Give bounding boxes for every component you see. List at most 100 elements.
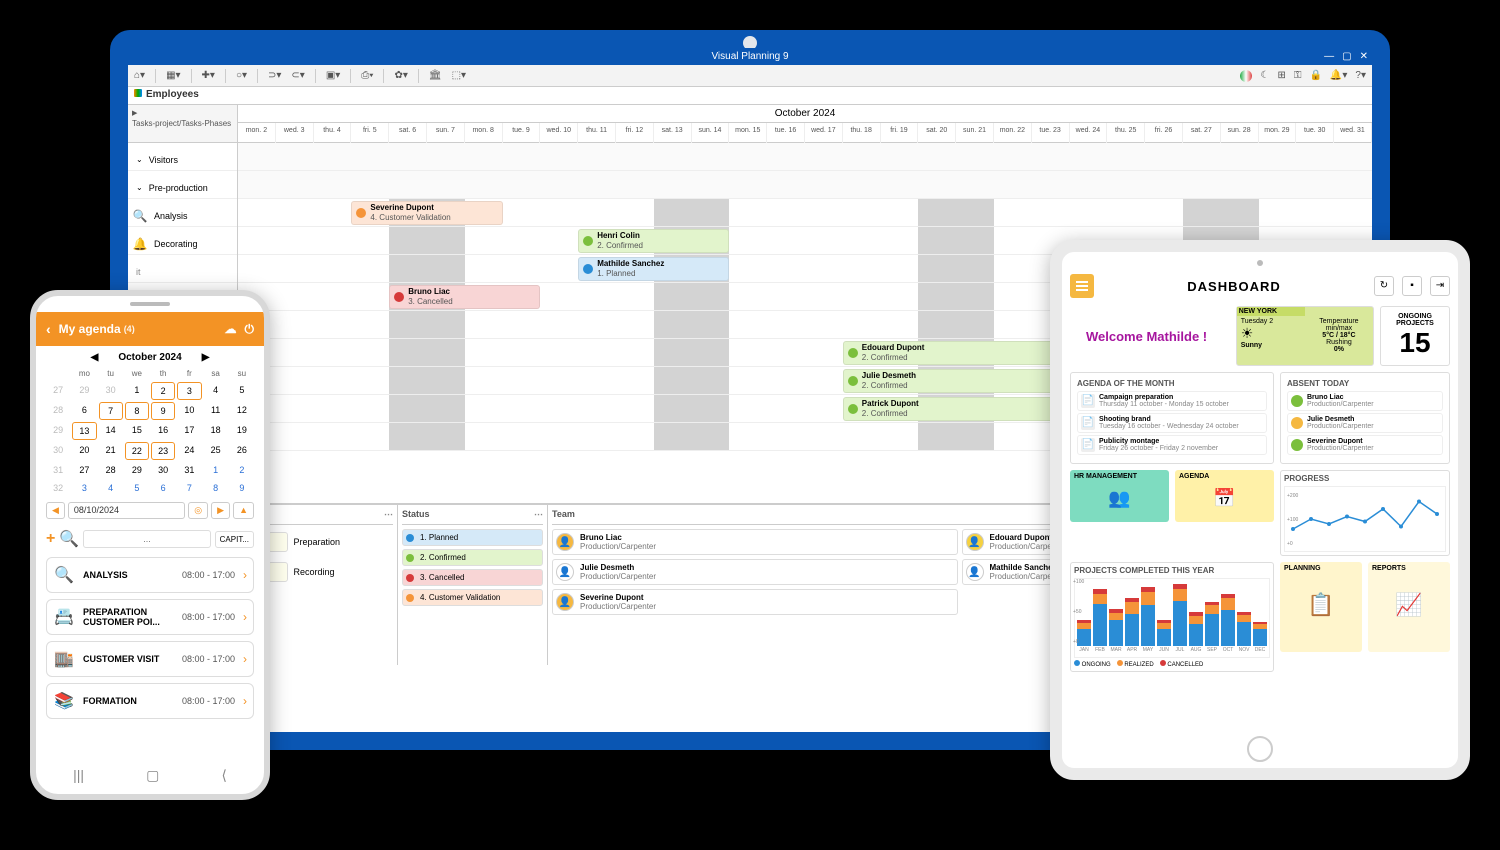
maximize-icon[interactable]: ▢	[1342, 48, 1351, 65]
power-icon[interactable]: ⏻	[245, 322, 255, 337]
calendar-day[interactable]: 22	[125, 442, 149, 460]
flag-icon[interactable]	[1240, 70, 1252, 82]
calendar-day[interactable]: 21	[99, 442, 123, 460]
filter-chip[interactable]: CAPIT...	[215, 531, 254, 548]
absent-mini-item[interactable]: Severine DupontProduction/Carpenter	[1287, 435, 1443, 455]
agenda-item[interactable]: 🏬CUSTOMER VISIT08:00 - 17:00›	[46, 641, 254, 677]
help-icon[interactable]: ?▾	[1355, 70, 1366, 81]
team-member[interactable]: 👤Severine DupontProduction/Carpenter	[552, 589, 958, 615]
calendar-day[interactable]: 5	[230, 382, 254, 400]
next-month-icon[interactable]: ▶	[202, 352, 210, 363]
calendar-day[interactable]: 17	[177, 422, 201, 440]
agenda-tile[interactable]: AGENDA📅	[1175, 470, 1274, 522]
team-member[interactable]: 👤Julie DesmethProduction/Carpenter	[552, 559, 958, 585]
calendar-day[interactable]: 16	[151, 422, 175, 440]
absent-mini-item[interactable]: Julie DesmethProduction/Carpenter	[1287, 413, 1443, 433]
image-icon[interactable]: ▣▾	[326, 70, 340, 81]
minimize-icon[interactable]: —	[1324, 48, 1334, 65]
circle-icon[interactable]: ○▾	[236, 70, 247, 81]
calendar-day[interactable]: 18	[204, 422, 228, 440]
task-bar[interactable]: Mathilde Sanchez1. Planned	[578, 257, 729, 281]
nav-recent-icon[interactable]: |||	[73, 767, 84, 784]
back-icon[interactable]: ‹	[46, 321, 51, 337]
gear-icon[interactable]: ✿▾	[394, 70, 407, 81]
calendar-day[interactable]: 8	[125, 402, 149, 420]
comment-icon[interactable]: ▪	[1402, 276, 1422, 296]
grid-icon[interactable]: ▦▾	[166, 70, 180, 81]
calendar-day[interactable]: 5	[125, 480, 149, 496]
calendar-day[interactable]: 28	[99, 462, 123, 478]
calendar-day[interactable]: 27	[72, 462, 96, 478]
gantt-row-label[interactable]: 🔍Analysis	[128, 199, 237, 227]
task-bar[interactable]: Severine Dupont4. Customer Validation	[351, 201, 502, 225]
close-icon[interactable]: ✕	[1360, 48, 1368, 65]
calendar-day[interactable]: 23	[151, 442, 175, 460]
agenda-mini-item[interactable]: 📄Shooting brandTuesday 16 october - Wedn…	[1077, 413, 1267, 433]
calendar-day[interactable]: 12	[230, 402, 254, 420]
agenda-mini-item[interactable]: 📄Campaign preparationThursday 11 october…	[1077, 391, 1267, 411]
calendar-day[interactable]: 31	[177, 462, 201, 478]
status-item[interactable]: 1. Planned	[402, 529, 543, 546]
reports-tile[interactable]: REPORTS📈	[1368, 562, 1450, 652]
lock-icon[interactable]: 🔒	[1309, 70, 1321, 81]
status-item[interactable]: 2. Confirmed	[402, 549, 543, 566]
hr-tile[interactable]: HR MANAGEMENT👥	[1070, 470, 1169, 522]
calendar-day[interactable]: 15	[125, 422, 149, 440]
nav-home-icon[interactable]: ▢	[146, 767, 159, 784]
redo-icon[interactable]: ⊂▾	[291, 70, 304, 81]
cal-prev-button[interactable]: ◀	[46, 502, 65, 519]
gantt-row-label[interactable]: 🔔Decorating	[128, 227, 237, 255]
calendar-day[interactable]: 2	[230, 462, 254, 478]
calendar-day[interactable]: 6	[151, 480, 175, 496]
archive-icon[interactable]: 🏛	[429, 70, 442, 81]
calendar-day[interactable]: 19	[230, 422, 254, 440]
panel-menu-icon[interactable]: ⋯	[534, 509, 543, 524]
absent-mini-item[interactable]: Bruno LiacProduction/Carpenter	[1287, 391, 1443, 411]
team-member[interactable]: 👤Bruno LiacProduction/Carpenter	[552, 529, 958, 555]
layout-icon[interactable]: ⊞	[1277, 70, 1285, 81]
calendar-day[interactable]: 8	[204, 480, 228, 496]
calendar-day[interactable]: 24	[177, 442, 201, 460]
cal-up-button[interactable]: ▲	[233, 502, 254, 519]
menu-icon[interactable]	[1070, 274, 1094, 298]
calendar-day[interactable]: 3	[72, 480, 96, 496]
date-field[interactable]: 08/10/2024	[68, 502, 185, 519]
cart-icon[interactable]: ⬚▾	[452, 70, 466, 81]
print-icon[interactable]: ⎙▾	[361, 70, 373, 81]
gantt-row-label[interactable]: ⌄Visitors	[128, 143, 237, 171]
planning-tile[interactable]: PLANNING📋	[1280, 562, 1362, 652]
calendar-day[interactable]: 1	[125, 382, 149, 400]
agenda-item[interactable]: 📚FORMATION08:00 - 17:00›	[46, 683, 254, 719]
search-input[interactable]	[83, 530, 210, 548]
agenda-mini-item[interactable]: 📄Publicity montageFriday 26 october - Fr…	[1077, 435, 1267, 455]
calendar-day[interactable]: 26	[230, 442, 254, 460]
moon-icon[interactable]: ☾	[1260, 70, 1269, 81]
search-icon[interactable]: 🔍	[59, 529, 79, 549]
project-item[interactable]: Recording	[265, 559, 394, 585]
calendar-day[interactable]: 3	[177, 382, 201, 400]
calendar-day[interactable]: 11	[204, 402, 228, 420]
calendar-day[interactable]: 14	[99, 422, 123, 440]
cal-today-button[interactable]: ◎	[188, 502, 208, 519]
prev-month-icon[interactable]: ◀	[91, 352, 99, 363]
gantt-row-label[interactable]: it	[128, 255, 237, 283]
agenda-item[interactable]: 🔍ANALYSIS08:00 - 17:00›	[46, 557, 254, 593]
expand-icon[interactable]: ⇥	[1430, 276, 1450, 296]
refresh-icon[interactable]: ↻	[1374, 276, 1394, 296]
calendar-day[interactable]: 29	[125, 462, 149, 478]
add-button[interactable]: +	[46, 530, 55, 548]
calendar-day[interactable]: 7	[177, 480, 201, 496]
calendar-day[interactable]: 6	[72, 402, 96, 420]
cal-next-button[interactable]: ▶	[211, 502, 230, 519]
calendar-day[interactable]: 25	[204, 442, 228, 460]
calendar-day[interactable]: 30	[151, 462, 175, 478]
gantt-row-label[interactable]: ⌄Pre-production	[128, 171, 237, 199]
calendar-day[interactable]: 10	[177, 402, 201, 420]
cloud-icon[interactable]: ☁	[225, 322, 237, 337]
task-bar[interactable]: Henri Colin2. Confirmed	[578, 229, 729, 253]
calendar-day[interactable]: 1	[204, 462, 228, 478]
nav-back-icon[interactable]: ⟨	[221, 767, 226, 784]
project-item[interactable]: Preparation	[265, 529, 394, 555]
calendar-day[interactable]: 7	[99, 402, 123, 420]
status-item[interactable]: 3. Cancelled	[402, 569, 543, 586]
